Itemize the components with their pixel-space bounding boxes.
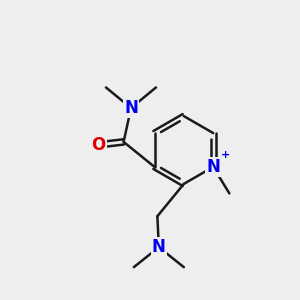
Text: N: N [206, 158, 220, 176]
Text: N: N [152, 238, 166, 256]
Text: N: N [124, 99, 138, 117]
Text: +: + [221, 150, 230, 160]
Text: O: O [92, 136, 106, 154]
